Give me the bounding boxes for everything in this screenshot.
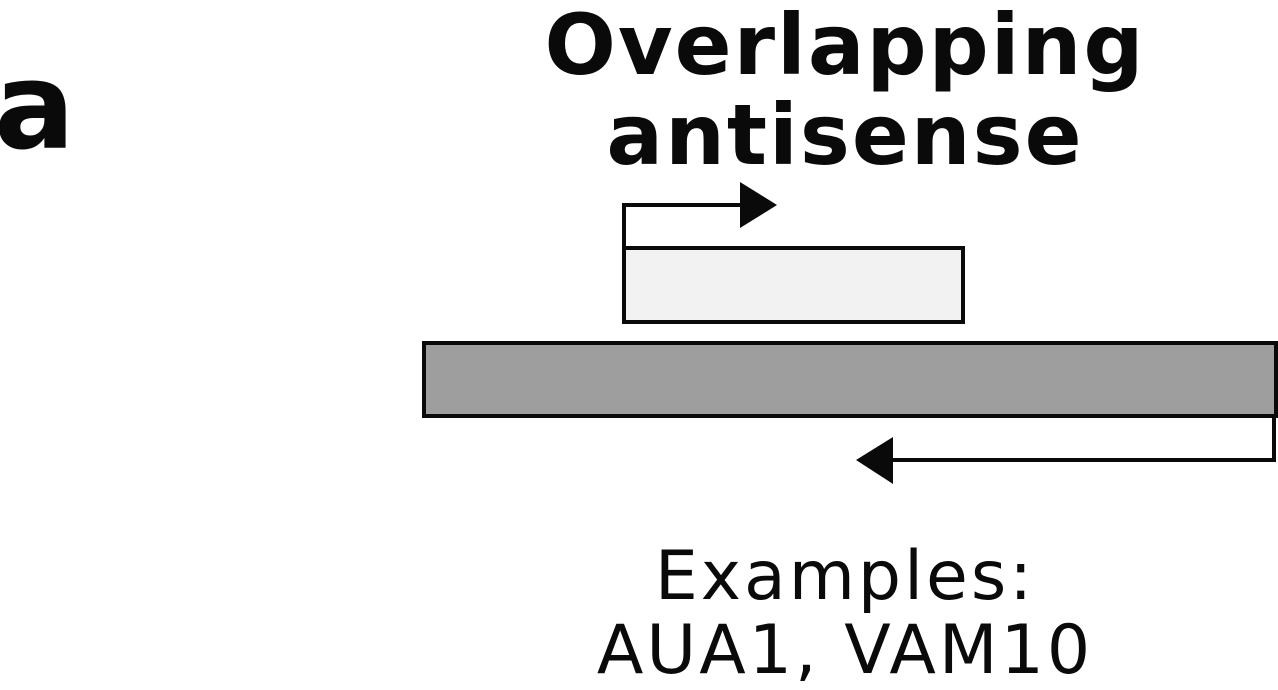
sense-promoter-arrow-line	[622, 203, 742, 248]
panel-label: a	[0, 38, 75, 177]
diagram-title: Overlapping antisense	[440, 0, 1250, 180]
sense-arrowhead-right-icon	[740, 182, 777, 228]
title-line-2: antisense	[606, 86, 1084, 184]
antisense-promoter-arrow-line	[890, 416, 1276, 462]
antisense-transcript-box	[422, 341, 1278, 418]
examples-caption: Examples: AUA1, VAM10	[440, 540, 1250, 688]
antisense-arrowhead-left-icon	[856, 437, 893, 484]
examples-genes: AUA1, VAM10	[596, 611, 1094, 690]
sense-transcript-box	[622, 246, 965, 324]
title-line-1: Overlapping	[544, 0, 1146, 94]
examples-heading: Examples:	[654, 537, 1036, 616]
